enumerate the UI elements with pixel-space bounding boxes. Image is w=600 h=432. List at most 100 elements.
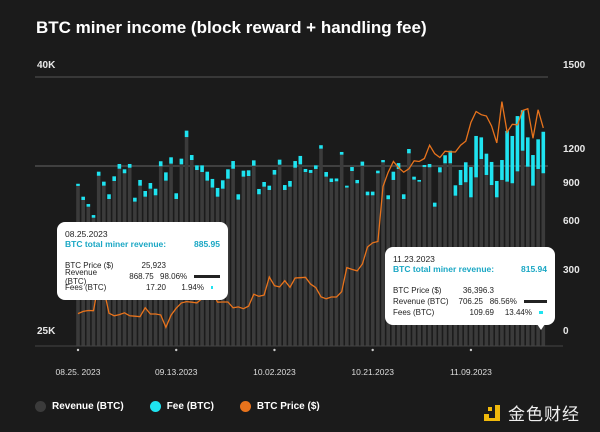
fee-bar[interactable] [536, 139, 540, 169]
revenue-bar[interactable] [283, 189, 287, 346]
fee-bar[interactable] [350, 167, 354, 172]
fee-bar[interactable] [365, 191, 370, 196]
fee-bar[interactable] [376, 170, 380, 174]
fee-bar[interactable] [267, 185, 272, 190]
revenue-bar[interactable] [231, 168, 235, 346]
fee-bar[interactable] [288, 180, 292, 187]
fee-bar[interactable] [303, 168, 308, 173]
fee-bar[interactable] [541, 131, 546, 174]
fee-bar[interactable] [231, 161, 235, 169]
fee-bar[interactable] [102, 181, 106, 186]
fee-bar[interactable] [138, 179, 142, 186]
fee-bar[interactable] [339, 151, 344, 155]
fee-bar[interactable] [91, 215, 96, 218]
fee-bar[interactable] [355, 179, 359, 184]
fee-bar[interactable] [515, 116, 520, 172]
revenue-bar[interactable] [308, 172, 313, 346]
fee-bar[interactable] [500, 160, 504, 180]
fee-bar[interactable] [453, 185, 458, 196]
fee-bar[interactable] [448, 150, 453, 164]
fee-bar[interactable] [531, 155, 535, 186]
fee-bar[interactable] [494, 180, 499, 198]
legend-item-fee[interactable]: Fee (BTC) [149, 401, 214, 412]
fee-bar[interactable] [319, 145, 323, 149]
fee-bar[interactable] [386, 195, 390, 200]
fee-bar[interactable] [422, 165, 427, 168]
fee-bar[interactable] [96, 171, 101, 176]
fee-bar[interactable] [133, 197, 137, 202]
revenue-bar[interactable] [288, 186, 292, 346]
fee-bar[interactable] [469, 167, 473, 198]
fee-bar[interactable] [407, 149, 411, 154]
revenue-bar[interactable] [314, 168, 318, 346]
revenue-bar[interactable] [376, 173, 380, 346]
fee-bar[interactable] [381, 160, 385, 163]
revenue-bar[interactable] [334, 181, 339, 346]
fee-bar[interactable] [158, 161, 163, 167]
legend-item-price[interactable]: BTC Price ($) [239, 401, 320, 412]
revenue-bar[interactable] [350, 171, 354, 346]
fee-bar[interactable] [489, 161, 494, 186]
fee-bar[interactable] [226, 169, 230, 179]
fee-bar[interactable] [308, 169, 313, 173]
fee-bar[interactable] [432, 202, 437, 207]
fee-bar[interactable] [329, 178, 334, 182]
fee-bar[interactable] [148, 183, 153, 189]
fee-bar[interactable] [283, 185, 287, 190]
revenue-bar[interactable] [381, 162, 385, 346]
fee-bar[interactable] [520, 110, 525, 151]
fee-bar[interactable] [164, 172, 168, 181]
revenue-bar[interactable] [272, 174, 277, 346]
revenue-bar[interactable] [298, 164, 303, 346]
fee-bar[interactable] [474, 135, 478, 178]
fee-bar[interactable] [153, 188, 158, 196]
fee-bar[interactable] [401, 194, 406, 199]
revenue-bar[interactable] [277, 164, 282, 346]
fee-bar[interactable] [505, 130, 509, 182]
fee-bar[interactable] [427, 163, 432, 168]
revenue-bar[interactable] [257, 194, 261, 346]
fee-bar[interactable] [169, 157, 173, 164]
fee-bar[interactable] [479, 137, 484, 159]
legend-item-revenue[interactable]: Revenue (BTC) [35, 401, 124, 412]
fee-bar[interactable] [458, 169, 463, 186]
fee-bar[interactable] [143, 190, 148, 197]
revenue-bar[interactable] [246, 175, 251, 346]
revenue-bar[interactable] [241, 176, 246, 346]
fee-bar[interactable] [525, 137, 530, 167]
revenue-bar[interactable] [355, 183, 359, 346]
fee-bar[interactable] [345, 185, 349, 188]
fee-bar[interactable] [298, 155, 303, 165]
fee-bar[interactable] [334, 178, 339, 182]
fee-bar[interactable] [370, 191, 375, 196]
fee-bar[interactable] [210, 178, 215, 188]
fee-bar[interactable] [195, 165, 199, 170]
fee-bar[interactable] [215, 187, 220, 197]
fee-bar[interactable] [396, 163, 401, 169]
revenue-bar[interactable] [303, 172, 308, 346]
fee-bar[interactable] [184, 130, 189, 138]
fee-bar[interactable] [112, 176, 116, 181]
fee-bar[interactable] [200, 165, 204, 173]
fee-bar[interactable] [220, 180, 225, 189]
fee-bar[interactable] [412, 176, 416, 180]
revenue-bar[interactable] [365, 195, 370, 346]
revenue-bar[interactable] [324, 176, 328, 346]
fee-bar[interactable] [122, 169, 127, 174]
fee-bar[interactable] [272, 169, 277, 175]
fee-bar[interactable] [246, 170, 251, 176]
fee-bar[interactable] [360, 161, 365, 166]
fee-bar[interactable] [257, 188, 261, 195]
revenue-bar[interactable] [293, 167, 297, 346]
fee-bar[interactable] [293, 161, 297, 168]
fee-bar[interactable] [117, 163, 122, 169]
fee-bar[interactable] [205, 171, 210, 181]
revenue-bar[interactable] [251, 165, 256, 346]
fee-bar[interactable] [81, 196, 85, 200]
revenue-bar[interactable] [236, 199, 241, 346]
fee-bar[interactable] [262, 182, 266, 187]
fee-bar[interactable] [314, 165, 318, 169]
fee-bar[interactable] [324, 172, 328, 177]
fee-bar[interactable] [241, 170, 246, 177]
fee-bar[interactable] [417, 179, 422, 182]
